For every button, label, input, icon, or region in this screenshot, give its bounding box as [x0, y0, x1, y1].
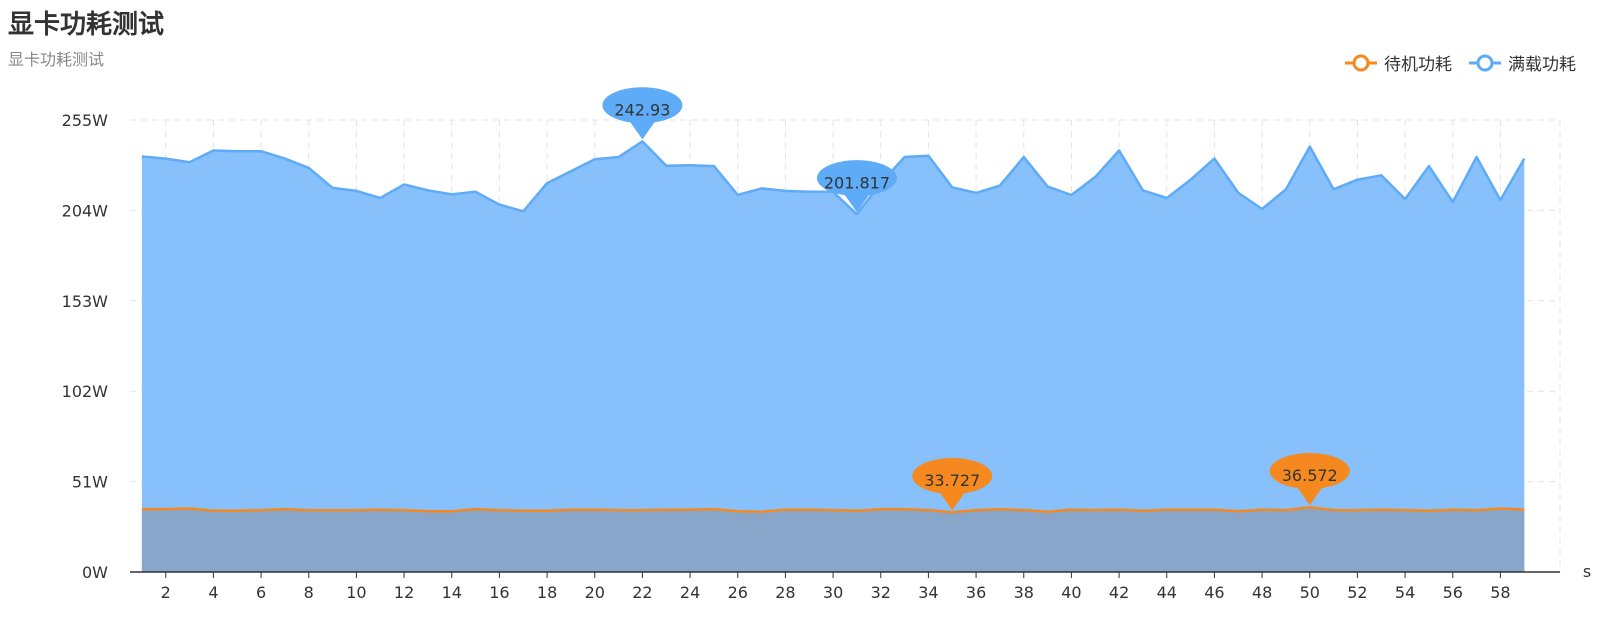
x-tick-label-28: 58 [1490, 583, 1510, 602]
x-tick-label-7: 16 [489, 583, 509, 602]
marker-label-0-0: 33.727 [924, 471, 980, 490]
x-tick-label-18: 38 [1014, 583, 1034, 602]
legend-marker-load-icon [1469, 54, 1501, 71]
marker-pin-0-1 [1269, 453, 1350, 506]
x-tick-label-6: 14 [442, 583, 462, 602]
x-tick-label-25: 52 [1347, 583, 1367, 602]
x-tick-label-14: 30 [823, 583, 843, 602]
marker-pin-1-1 [816, 160, 897, 213]
marker-pin-0-0 [912, 458, 993, 511]
x-tick-label-16: 34 [918, 583, 938, 602]
y-tick-label-1: 51W [72, 473, 108, 492]
x-tick-label-19: 40 [1061, 583, 1081, 602]
x-tick-label-5: 12 [394, 583, 414, 602]
legend: 待机功耗 满载功耗 [1344, 50, 1576, 75]
x-tick-label-13: 28 [775, 583, 795, 602]
y-tick-label-2: 102W [62, 382, 109, 401]
axes: 2 4 6 8 10 12 14 16 18 20 22 24 26 28 30 32 34 36 38 40 42 44… [62, 111, 1592, 602]
x-tick-label-3: 8 [304, 583, 314, 602]
x-tick-label-17: 36 [966, 583, 986, 602]
x-tick-label-12: 26 [728, 583, 748, 602]
legend-label-idle: 待机功耗 [1384, 55, 1452, 75]
marker-label-1-1: 201.817 [824, 173, 890, 192]
legend-label-load: 满载功耗 [1508, 55, 1576, 75]
series-area-0 [141, 507, 1525, 572]
series-line-0 [141, 505, 1525, 514]
series-area-1 [141, 141, 1525, 572]
x-tick-label-8: 18 [537, 583, 557, 602]
marker-label-1-0: 242.93 [614, 100, 670, 119]
chart-title: 显卡功耗测试 [8, 10, 165, 40]
x-tick-label-4: 10 [346, 583, 366, 602]
x-tick-label-15: 32 [871, 583, 891, 602]
x-tick-label-9: 20 [585, 583, 605, 602]
x-tick-label-20: 42 [1109, 583, 1129, 602]
legend-circle-load [1476, 54, 1494, 71]
x-tick-label-2: 6 [256, 583, 266, 602]
y-tick-label-0: 0W [82, 563, 108, 582]
x-tick-label-11: 24 [680, 583, 700, 602]
legend-circle-idle [1352, 54, 1370, 71]
x-axis-label: s [1583, 562, 1591, 581]
x-tick-label-21: 44 [1157, 583, 1177, 602]
legend-marker-idle-icon [1345, 54, 1377, 71]
chart-subtitle: 显卡功耗测试 [8, 50, 105, 69]
x-tick-label-1: 4 [208, 583, 218, 602]
marker-label-0-1: 36.572 [1282, 466, 1338, 485]
series-areas [141, 141, 1525, 572]
x-tick-label-24: 50 [1300, 583, 1320, 602]
x-tick-label-26: 54 [1395, 583, 1415, 602]
legend-item-load[interactable]: 满载功耗 [1468, 50, 1576, 75]
x-tick-label-0: 2 [161, 583, 171, 602]
y-tick-label-4: 204W [62, 201, 109, 220]
legend-item-idle[interactable]: 待机功耗 [1344, 50, 1452, 75]
data-markers: 33.727 36.572 242.93 201.817 [602, 87, 1350, 511]
y-tick-label-3: 153W [62, 292, 109, 311]
y-tick-label-5: 255W [62, 111, 109, 130]
x-tick-label-10: 22 [632, 583, 652, 602]
x-tick-label-27: 56 [1443, 583, 1463, 602]
marker-pin-1-0 [602, 87, 683, 140]
x-tick-label-23: 48 [1252, 583, 1272, 602]
x-tick-label-22: 46 [1204, 583, 1224, 602]
